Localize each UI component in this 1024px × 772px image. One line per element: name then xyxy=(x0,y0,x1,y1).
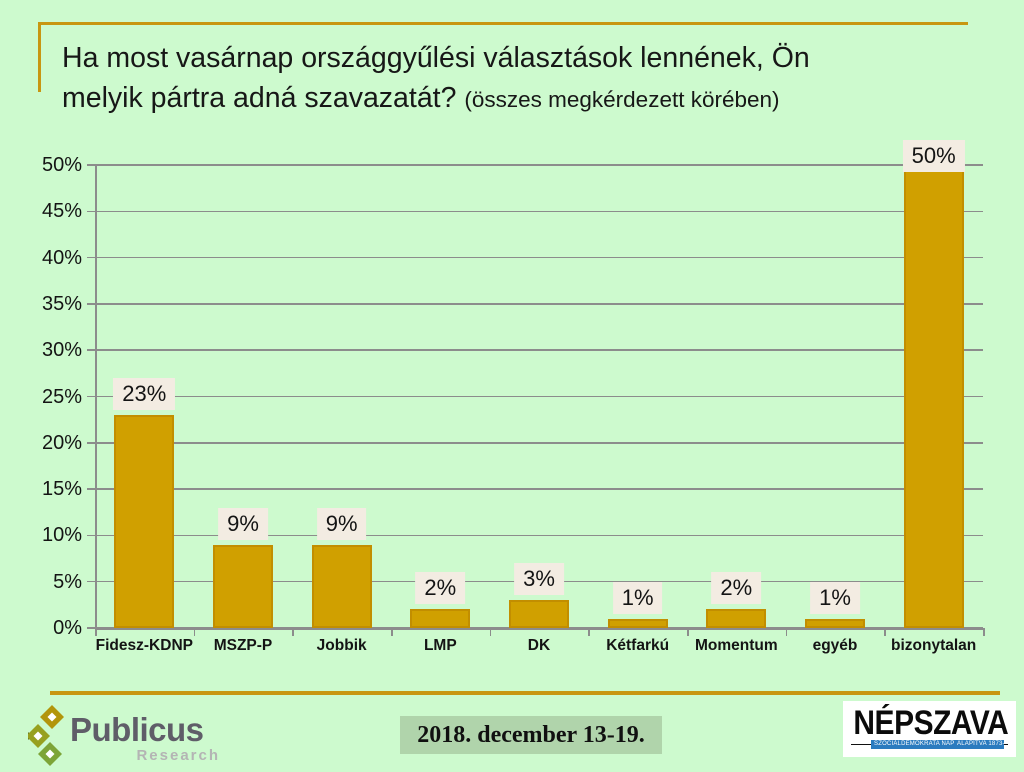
category-label: MSZP-P xyxy=(213,637,273,654)
x-axis-tick xyxy=(489,628,492,636)
title-accent-line-left xyxy=(38,22,41,92)
y-axis xyxy=(95,165,97,628)
page-title: Ha most vasárnap országgyűlési választás… xyxy=(62,38,862,119)
y-axis-tick-label: 20% xyxy=(41,431,82,454)
category-label: Kétfarkú xyxy=(606,637,670,654)
value-label: 3% xyxy=(514,563,564,596)
y-axis-tick-label: 25% xyxy=(41,385,82,408)
x-axis-tick xyxy=(687,628,689,636)
publicus-logo: Publicus Research xyxy=(28,703,228,769)
title-accent-line-top xyxy=(38,22,968,25)
value-label: 9% xyxy=(218,507,268,540)
y-axis-tick-label: 50% xyxy=(41,154,82,176)
nepszava-tagline-right: ALAPÍTVA 1873-BAN xyxy=(954,740,1004,749)
survey-date-badge: 2018. december 13-19. xyxy=(400,716,662,754)
gridline xyxy=(87,256,983,259)
bar-DK xyxy=(509,600,569,628)
category-label: Fidesz-KDNP xyxy=(95,637,193,654)
bar-bizonytalan xyxy=(903,165,964,628)
gridline xyxy=(87,395,983,398)
value-label: 2% xyxy=(415,572,466,605)
nepszava-tagline-left: SZOCIÁLDEMOKRATA NAPILAP xyxy=(871,740,961,749)
publicus-research-label: Research xyxy=(136,747,220,764)
gridline xyxy=(87,303,983,305)
y-axis-tick-label: 5% xyxy=(53,570,82,593)
bar-egyéb xyxy=(805,618,865,628)
x-axis-tick xyxy=(785,628,788,636)
bar-Jobbik xyxy=(311,544,372,628)
x-axis-tick xyxy=(95,628,97,636)
category-label: egyéb xyxy=(812,637,858,654)
x-axis-tick xyxy=(391,628,393,636)
bar-MSZP-P xyxy=(213,544,273,628)
y-axis-tick-label: 45% xyxy=(41,200,82,223)
gridline xyxy=(87,210,983,213)
gridline xyxy=(87,442,983,444)
value-label: 50% xyxy=(902,140,965,172)
x-axis-tick xyxy=(193,628,196,636)
bar-Kétfarkú xyxy=(607,618,668,628)
nepszava-logo: NÉPSZAVA SZOCIÁLDEMOKRATA NAPILAP ALAPÍT… xyxy=(843,701,1016,757)
x-axis xyxy=(95,627,983,630)
gridline xyxy=(87,488,983,490)
publicus-diamonds-icon xyxy=(28,705,64,766)
value-label: 1% xyxy=(810,581,860,614)
x-axis-tick xyxy=(588,628,590,636)
category-label: LMP xyxy=(423,637,457,654)
value-label: 1% xyxy=(612,581,663,614)
value-label: 9% xyxy=(316,507,367,540)
y-axis-tick-label: 30% xyxy=(41,339,82,362)
category-label: Momentum xyxy=(694,637,778,654)
x-axis-tick xyxy=(983,628,985,636)
page-title-main: Ha most vasárnap országgyűlési választás… xyxy=(62,42,810,115)
gridline xyxy=(87,534,983,537)
y-axis-tick-label: 15% xyxy=(41,478,82,501)
y-axis-tick-label: 0% xyxy=(53,617,82,639)
y-axis-tick-label: 40% xyxy=(41,246,82,269)
category-label: Jobbik xyxy=(316,637,367,654)
gridline xyxy=(87,164,983,166)
y-axis-tick-label: 10% xyxy=(41,524,82,547)
bar-Momentum xyxy=(706,609,767,628)
bar-LMP xyxy=(410,609,471,628)
gridline xyxy=(87,349,983,351)
y-axis-tick-label: 35% xyxy=(41,292,82,315)
nepszava-tagline-bar: SZOCIÁLDEMOKRATA NAPILAP ALAPÍTVA 1873-B… xyxy=(851,740,1008,755)
nepszava-wordmark: NÉPSZAVA xyxy=(853,704,1009,742)
value-label: 2% xyxy=(711,572,762,605)
value-label: 23% xyxy=(113,378,176,411)
footer-separator-line xyxy=(50,691,1000,695)
category-label: bizonytalan xyxy=(891,637,977,654)
page-title-suffix: (összes megkérdezett körében) xyxy=(464,87,780,113)
bar-Fidesz-KDNP xyxy=(114,415,175,628)
x-axis-tick xyxy=(884,628,886,636)
category-label: DK xyxy=(527,637,551,654)
publicus-wordmark: Publicus xyxy=(70,711,204,748)
x-axis-tick xyxy=(292,628,294,636)
